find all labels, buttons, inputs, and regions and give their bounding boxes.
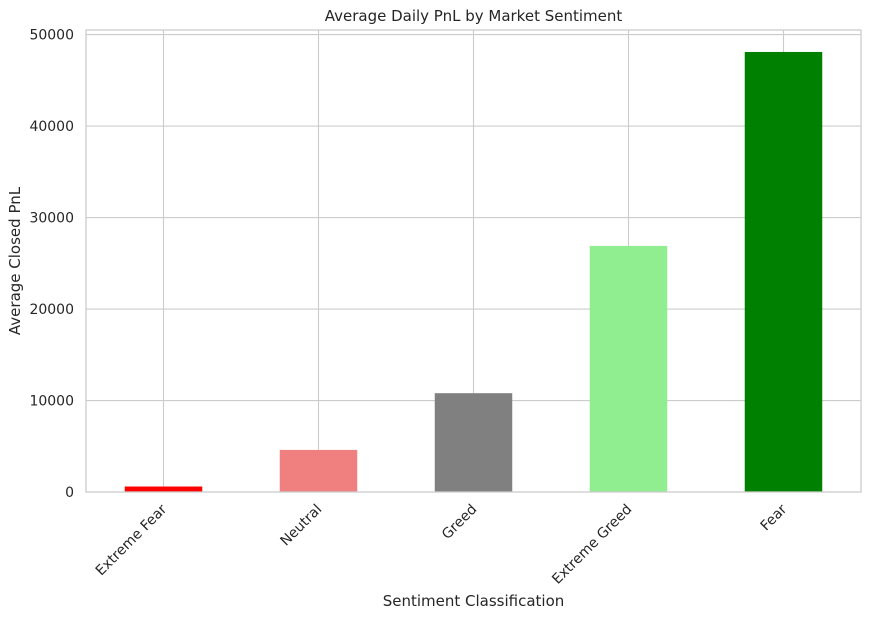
bar-extreme-greed [589,245,668,492]
bars [124,51,823,493]
bar-greed [434,393,513,492]
bar-fear [744,51,823,493]
y-tick-label: 40000 [29,119,74,135]
y-axis-label: Average Closed PnL [6,186,24,335]
bar-neutral [279,449,358,492]
y-tick-label: 10000 [29,394,74,410]
chart-title: Average Daily PnL by Market Sentiment [325,7,623,25]
y-tick-label: 20000 [29,302,74,318]
y-tick-label: 50000 [29,28,74,44]
bar-extreme-fear [124,486,203,492]
x-axis-label: Sentiment Classification [383,592,565,610]
y-tick-labels: 0 10000 20000 30000 40000 50000 [29,28,74,501]
plot-frame [85,29,862,493]
y-tick-label: 30000 [29,211,74,227]
y-tick-label: 0 [65,485,74,501]
